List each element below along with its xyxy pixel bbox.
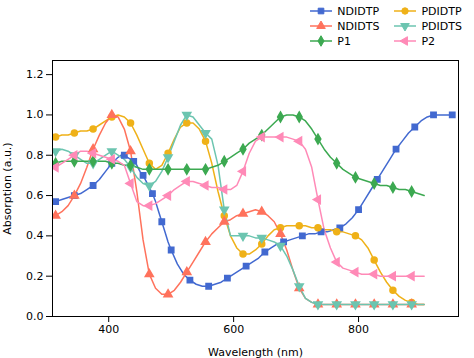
svg-text:1.2: 1.2 <box>26 68 44 81</box>
svg-text:600: 600 <box>223 323 244 336</box>
svg-text:0.2: 0.2 <box>26 270 44 283</box>
svg-text:0.6: 0.6 <box>26 189 44 202</box>
svg-text:1.0: 1.0 <box>26 108 44 121</box>
svg-text:800: 800 <box>348 323 369 336</box>
html-text:P2: P2 <box>421 34 436 48</box>
svg-text:Absorption (a.u.): Absorption (a.u.) <box>1 142 14 234</box>
html-text:NDIDTP: NDIDTP <box>337 4 380 18</box>
svg-text:0.0: 0.0 <box>26 310 44 323</box>
svg-text:Wavelength (nm): Wavelength (nm) <box>208 346 303 358</box>
html-text:NDIDTS: NDIDTS <box>337 19 380 33</box>
html-text:PDIDTP: PDIDTP <box>421 4 462 18</box>
html-text:P1: P1 <box>337 34 351 48</box>
svg-text:0.4: 0.4 <box>26 229 44 242</box>
svg-text:0.8: 0.8 <box>26 149 44 162</box>
html-text:PDIDTS: PDIDTS <box>421 19 462 33</box>
svg-text:400: 400 <box>98 323 119 336</box>
